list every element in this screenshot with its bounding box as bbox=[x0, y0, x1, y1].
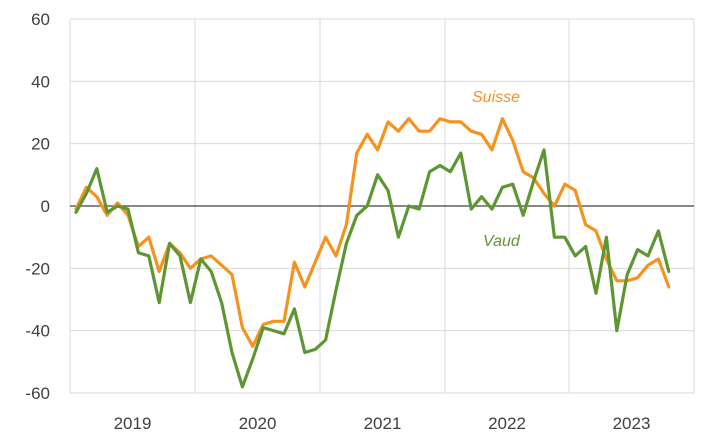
y-tick-label: -20 bbox=[25, 259, 50, 278]
x-tick-label: 2019 bbox=[114, 414, 152, 433]
y-tick-label: 60 bbox=[31, 10, 50, 29]
y-tick-label: 0 bbox=[41, 197, 50, 216]
series-label-vaud: Vaud bbox=[483, 233, 521, 250]
x-tick-label: 2020 bbox=[239, 414, 277, 433]
y-axis-ticks: -60 -40 -20 0 20 40 60 bbox=[25, 10, 50, 403]
series-line-vaud bbox=[74, 148, 671, 389]
series-line-suisse bbox=[74, 117, 671, 348]
series-labels: Suisse Vaud bbox=[472, 89, 521, 250]
y-tick-label: 40 bbox=[31, 72, 50, 91]
chart-series bbox=[74, 117, 671, 389]
y-tick-label: -40 bbox=[25, 322, 50, 341]
x-tick-label: 2021 bbox=[364, 414, 402, 433]
x-tick-label: 2023 bbox=[613, 414, 651, 433]
x-tick-label: 2022 bbox=[488, 414, 526, 433]
y-tick-label: -60 bbox=[25, 384, 50, 403]
y-tick-label: 20 bbox=[31, 135, 50, 154]
series-label-suisse: Suisse bbox=[472, 89, 520, 106]
x-axis-ticks: 2019 2020 2021 2022 2023 bbox=[114, 414, 651, 433]
